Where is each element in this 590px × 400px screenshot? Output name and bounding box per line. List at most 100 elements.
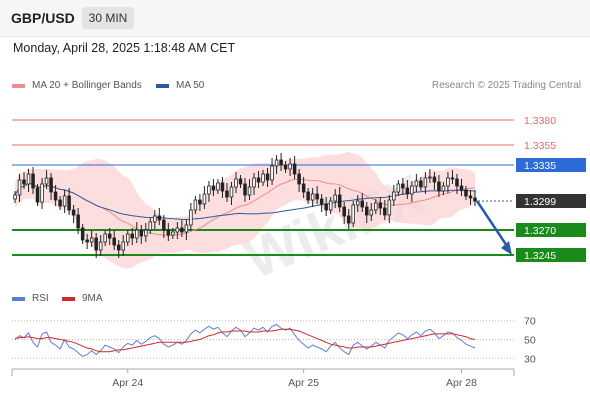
level-label-bg-4 [516,223,586,237]
candle-body-0 [13,194,17,200]
legend-bollinger: MA 20 + Bollinger Bands [12,80,142,91]
price-level-labels: 1.3380 1.3355 1.3335 1.3299 1.3270 1.3245 [516,115,586,262]
candle-body-33 [162,219,166,231]
candle-body-8 [49,177,53,193]
candle-body-68 [319,198,324,205]
candle-body-28 [139,229,144,237]
rsi-line [14,323,476,357]
candle-body-15 [80,227,85,241]
candle-body-50 [238,178,243,185]
rsi-swatch [12,296,25,301]
candle-body-66 [310,193,315,201]
datetime-label: Monday, April 28, 2025 1:18:48 AM CET [13,41,236,55]
symbol-title: GBP/USD [11,10,75,26]
candle-body-67 [315,193,319,200]
candle-body-22 [112,237,116,246]
candle-body-54 [256,177,261,183]
candle-body-9 [53,191,58,201]
rsi-tick-1: 50 [524,335,536,347]
candle-body-97 [450,177,455,180]
candle-body-4 [31,173,35,189]
candle-body-47 [225,190,229,198]
candle-body-89 [414,180,419,187]
candle-body-62 [292,163,297,175]
candle-body-49 [234,178,238,188]
candle-body-61 [288,163,292,170]
candle-body-87 [405,187,410,195]
candle-body-59 [279,159,283,166]
candle-body-40 [193,199,198,211]
candle-body-35 [171,231,175,236]
candle-body-84 [392,191,396,201]
rsi-panel: 70 50 30 [12,316,536,365]
candle-body-57 [270,165,274,181]
candle-body-26 [130,233,135,239]
level-label-bg-2 [516,158,586,172]
rsi-ma9-line [14,328,476,353]
candle-body-75 [351,204,355,224]
bollinger-bands [15,151,475,269]
bollinger-band-fill [15,151,475,269]
candle-body-77 [360,200,365,208]
candle-body-93 [432,176,437,183]
candle-body-53 [252,177,256,188]
candle-body-19 [98,241,103,251]
candle-body-52 [247,186,252,196]
candle-body-2 [22,179,26,185]
candle-body-21 [107,233,112,239]
candle-body-86 [401,183,405,189]
credit-text: Research © 2025 Trading Central [431,80,581,91]
legend-rsi: RSI [12,293,49,304]
candle-body-64 [301,183,306,193]
candle-body-43 [207,185,211,195]
candle-body-60 [283,164,288,170]
candle-body-70 [328,200,333,211]
candle-body-27 [135,229,139,239]
candle-body-91 [423,177,428,188]
ma50-label: MA 50 [176,80,205,91]
candle-body-16 [85,239,89,243]
candle-body-5 [35,187,40,203]
candle-body-1 [17,179,22,196]
level-label-3: 1.3299 [524,196,556,208]
candle-body-41 [198,199,202,205]
candle-body-58 [274,159,279,167]
rsi-label: RSI [32,293,49,304]
arrow-head [501,241,512,255]
candle-body-72 [337,194,342,208]
x-tick-label-1: Apr 25 [288,377,319,389]
level-label-bg-3 [516,194,586,208]
candle-body-55 [261,173,265,183]
candle-body-45 [216,182,220,191]
arrow-shaft [475,200,511,250]
candle-body-101 [468,195,473,199]
candle-body-56 [265,173,270,181]
candle-body-76 [355,200,360,206]
candle-body-63 [297,173,301,185]
candle-body-99 [459,185,464,191]
candle-body-31 [153,215,157,223]
candle-body-29 [144,229,148,237]
candle-body-71 [333,194,337,202]
ma50-swatch [156,83,169,88]
candle-body-20 [103,233,107,243]
candlesticks [13,153,477,258]
candle-body-78 [365,206,369,216]
timeframe-button[interactable]: 30 MIN [82,7,134,29]
x-tick-label-0: Apr 24 [112,377,143,389]
candle-body-11 [62,195,67,207]
candle-body-23 [116,244,121,251]
candle-body-90 [419,180,423,188]
level-label-1: 1.3355 [524,140,556,152]
candle-body-83 [387,199,392,216]
candle-body-94 [437,181,441,192]
price-levels [12,119,514,256]
candle-body-3 [26,173,31,185]
candle-body-38 [184,224,189,233]
candle-body-98 [455,178,459,187]
candle-body-46 [220,182,225,192]
candle-body-24 [121,241,125,251]
bollinger-label: MA 20 + Bollinger Bands [32,80,142,91]
candle-body-79 [369,209,374,216]
